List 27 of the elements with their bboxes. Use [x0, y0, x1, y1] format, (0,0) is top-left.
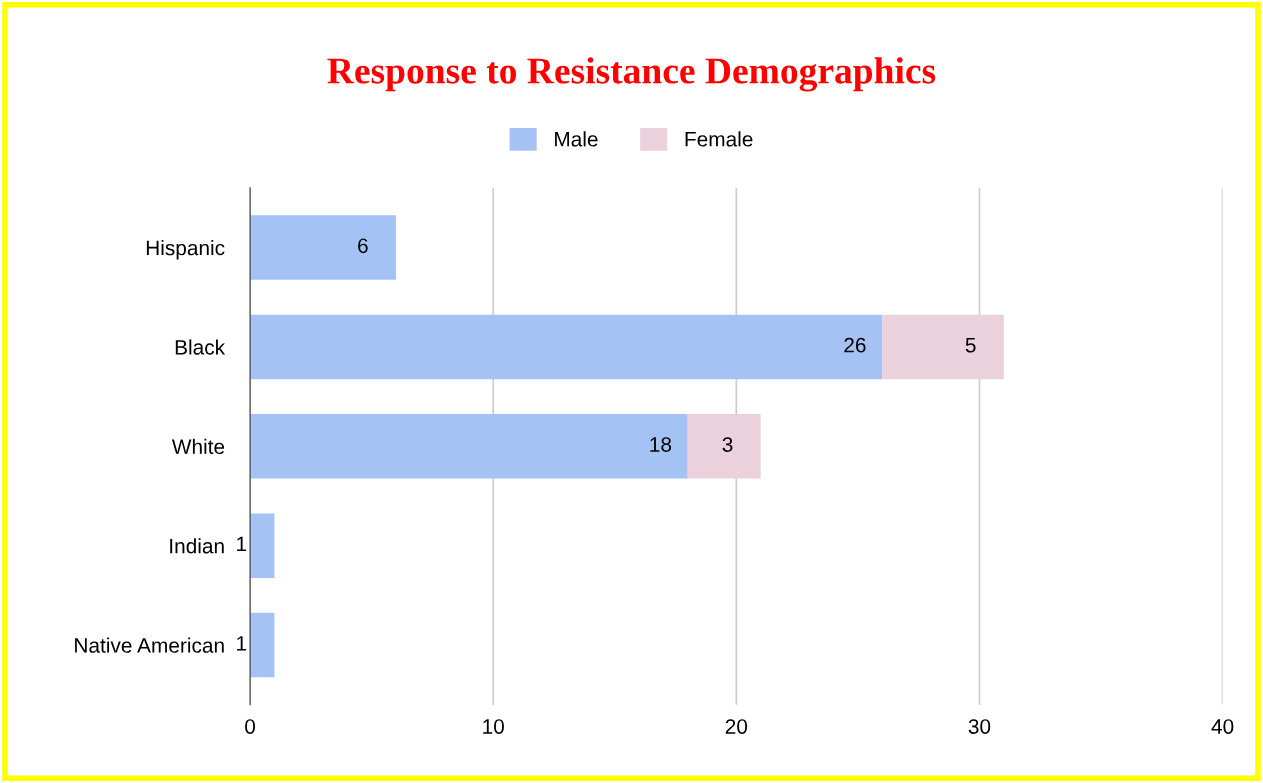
y-tick-label: Indian	[170, 538, 224, 554]
data-label: 18	[650, 437, 672, 452]
x-tick-label: 20	[725, 719, 748, 734]
x-tick-label: 10	[483, 719, 504, 734]
data-label: 5	[965, 337, 976, 353]
x-tick-label: 30	[968, 719, 991, 734]
data-label: 1	[237, 636, 247, 651]
bar	[687, 414, 761, 479]
data-label: 3	[722, 437, 733, 452]
y-tick-label: Hispanic	[146, 240, 225, 260]
chart-title: Response to Resistance Demographics	[327, 57, 936, 92]
x-tick-label: 40	[1211, 719, 1234, 734]
legend-label: Female	[685, 131, 753, 147]
bar	[250, 215, 396, 280]
y-tick-label: Black	[175, 339, 226, 355]
y-tick-label: White	[171, 438, 225, 455]
bar	[250, 513, 275, 578]
data-label: 26	[844, 337, 866, 353]
data-label: 1	[237, 536, 247, 552]
legend-label: Male	[555, 131, 598, 147]
bar	[250, 612, 275, 678]
y-tick-label: Native American	[75, 637, 224, 653]
data-label: 6	[358, 238, 368, 254]
bar	[882, 314, 1004, 380]
x-tick-label: 0	[245, 719, 256, 734]
bar	[250, 314, 883, 380]
bar	[250, 414, 688, 479]
